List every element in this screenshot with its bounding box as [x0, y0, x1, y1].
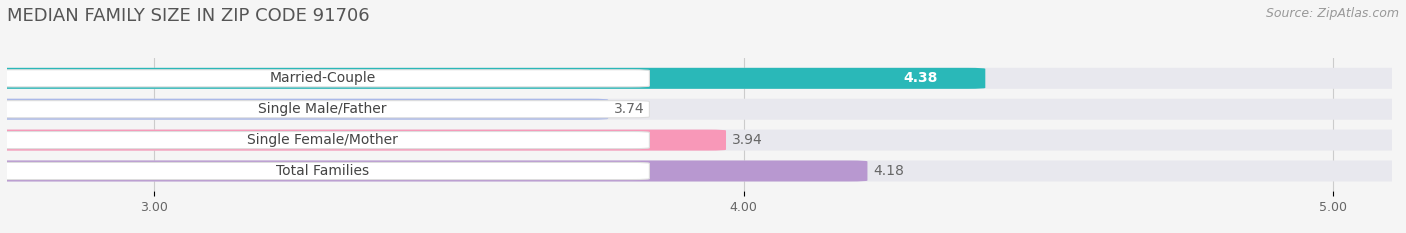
Text: 4.38: 4.38	[904, 71, 938, 85]
FancyBboxPatch shape	[0, 130, 1406, 151]
FancyBboxPatch shape	[0, 68, 1406, 89]
FancyBboxPatch shape	[0, 99, 609, 120]
FancyBboxPatch shape	[0, 99, 1406, 120]
Text: Married-Couple: Married-Couple	[269, 71, 375, 85]
Text: 3.74: 3.74	[614, 102, 645, 116]
FancyBboxPatch shape	[0, 101, 650, 118]
Text: Source: ZipAtlas.com: Source: ZipAtlas.com	[1265, 7, 1399, 20]
FancyBboxPatch shape	[0, 161, 868, 182]
FancyBboxPatch shape	[0, 131, 650, 149]
FancyBboxPatch shape	[0, 162, 650, 180]
Text: 3.94: 3.94	[733, 133, 762, 147]
FancyBboxPatch shape	[0, 130, 725, 151]
FancyBboxPatch shape	[0, 161, 1406, 182]
Text: 4.18: 4.18	[873, 164, 904, 178]
Text: Single Male/Father: Single Male/Father	[259, 102, 387, 116]
Text: Single Female/Mother: Single Female/Mother	[247, 133, 398, 147]
Text: MEDIAN FAMILY SIZE IN ZIP CODE 91706: MEDIAN FAMILY SIZE IN ZIP CODE 91706	[7, 7, 370, 25]
FancyBboxPatch shape	[0, 70, 650, 87]
FancyBboxPatch shape	[0, 68, 986, 89]
Text: Total Families: Total Families	[276, 164, 368, 178]
